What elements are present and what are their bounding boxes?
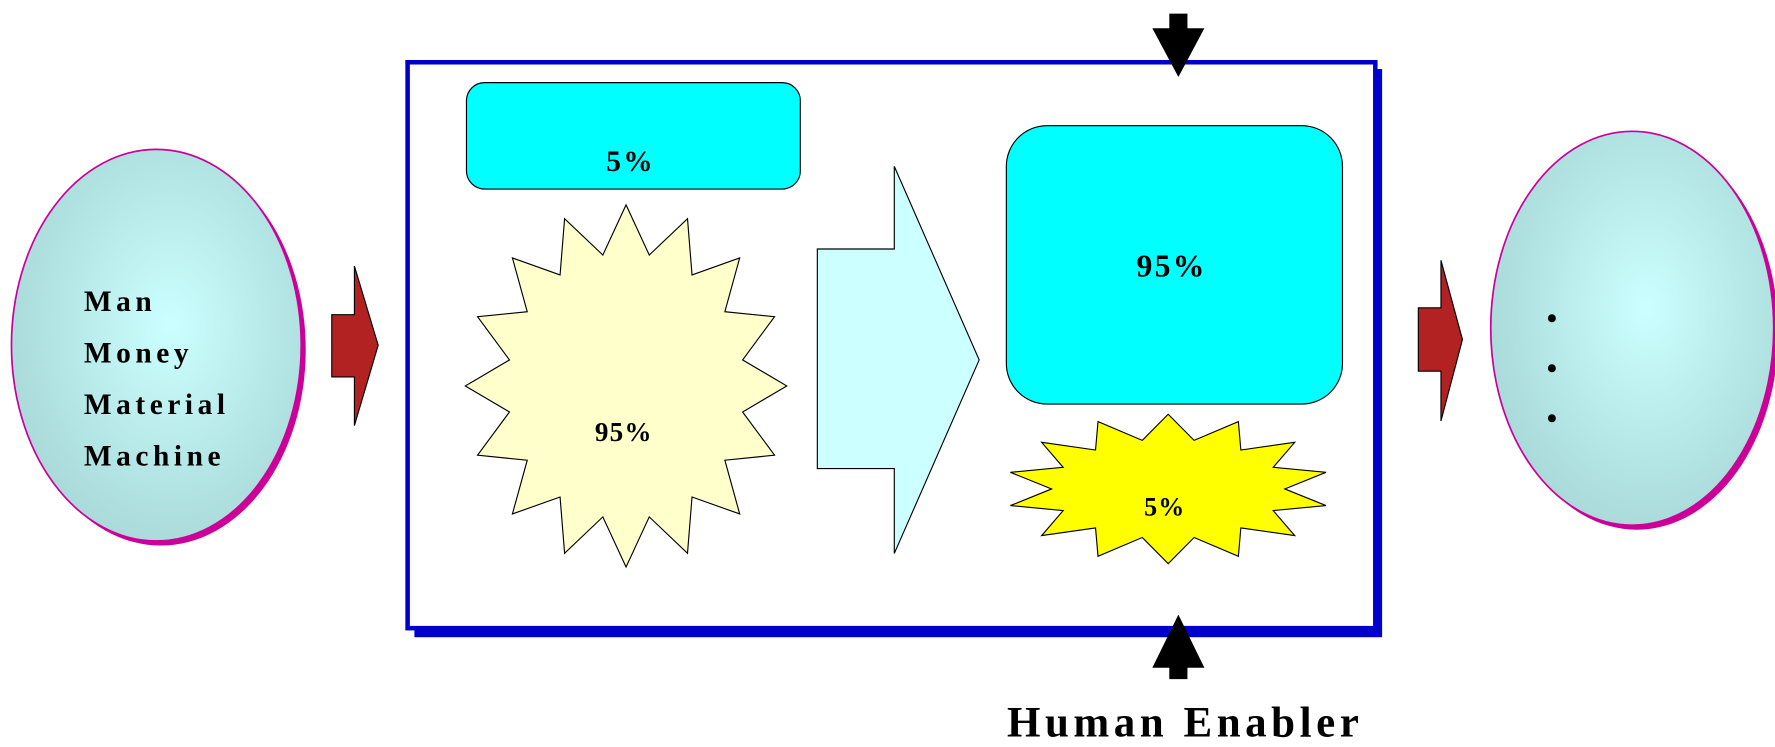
input-item: Material [84, 389, 230, 421]
enabler-arrow [1152, 614, 1205, 680]
label: 95% [595, 417, 653, 447]
big-arrow [816, 166, 980, 554]
input-list: Man Money Material Machine [84, 286, 230, 473]
output-item: • [1547, 353, 1557, 385]
bottom-star [1010, 413, 1327, 565]
top-box [465, 82, 801, 190]
arrow [331, 265, 379, 426]
right-box [1005, 125, 1344, 405]
left-star [464, 203, 788, 569]
input-item: Machine [84, 441, 225, 473]
caption: Human Enabler [1007, 700, 1363, 747]
input-ellipse [10, 148, 303, 542]
label: 5% [1144, 492, 1185, 521]
arrow [1417, 260, 1464, 422]
input-item: Man [84, 286, 156, 318]
output-ellipse [1489, 130, 1775, 527]
output-item: • [1547, 403, 1557, 435]
enabler-arrow [1152, 13, 1205, 77]
label: 95% [1137, 249, 1207, 284]
input-item: Money [84, 338, 193, 370]
output-list: • • • [1547, 303, 1557, 435]
output-item: • [1547, 303, 1557, 335]
label: 5% [606, 146, 655, 178]
